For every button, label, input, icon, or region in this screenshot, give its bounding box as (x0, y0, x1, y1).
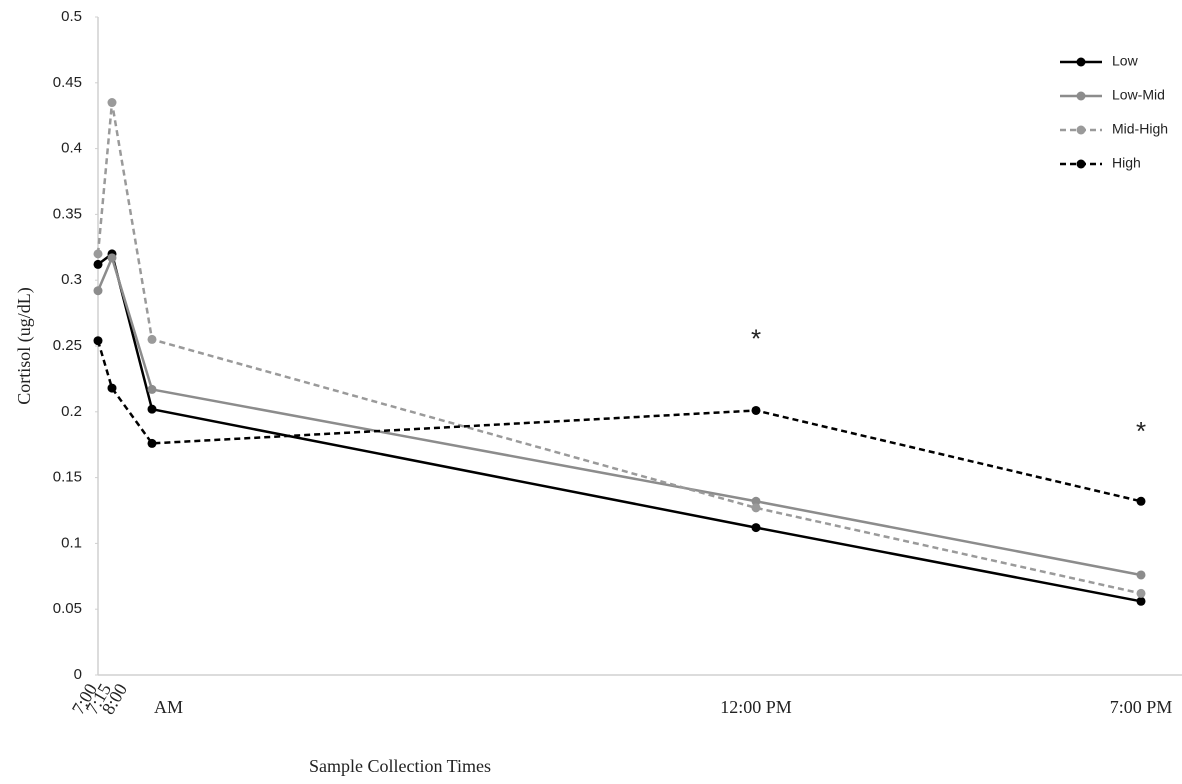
legend-marker (1076, 159, 1086, 169)
x-group-label: AM (154, 697, 183, 717)
data-point (147, 334, 157, 344)
data-point (147, 384, 157, 394)
data-point (751, 405, 761, 415)
data-point (1136, 588, 1146, 598)
x-tick-label: 7:00 PM (1110, 697, 1173, 717)
data-point (147, 438, 157, 448)
data-point (107, 383, 117, 393)
y-tick-label: 0.35 (53, 205, 82, 222)
data-point (93, 336, 103, 346)
y-axis-title: Cortisol (ug/dL) (14, 287, 35, 405)
data-point (751, 503, 761, 513)
data-point (93, 286, 103, 296)
legend-label: High (1112, 155, 1141, 171)
x-axis-title: Sample Collection Times (309, 756, 491, 776)
annotation: * (1136, 416, 1146, 446)
data-point (751, 523, 761, 533)
y-tick-label: 0.25 (53, 337, 82, 354)
data-point (107, 253, 117, 263)
y-tick-label: 0.5 (61, 8, 82, 25)
data-point (1136, 496, 1146, 506)
y-tick-label: 0.1 (61, 534, 82, 551)
legend-marker (1076, 125, 1086, 135)
series-line (96, 102, 1142, 595)
y-tick-label: 0.3 (61, 271, 82, 288)
y-tick-label: 0.15 (53, 469, 82, 486)
annotation: * (751, 324, 761, 354)
data-point (107, 98, 117, 108)
legend-label: Low (1112, 53, 1139, 69)
data-point (93, 249, 103, 259)
legend-marker (1076, 91, 1086, 101)
legend-marker (1076, 57, 1086, 67)
data-point (147, 404, 157, 414)
data-point (751, 496, 761, 506)
data-point (93, 259, 103, 269)
data-point (1136, 596, 1146, 606)
series-line (97, 251, 1142, 603)
y-tick-label: 0.45 (53, 74, 82, 91)
y-tick-label: 0 (74, 666, 82, 683)
series-line (96, 254, 1142, 577)
data-point (1136, 570, 1146, 580)
y-tick-label: 0.05 (53, 600, 82, 617)
legend-label: Mid-High (1112, 121, 1168, 137)
y-tick-label: 0.2 (61, 403, 82, 420)
series-line (96, 340, 1142, 503)
y-tick-label: 0.4 (61, 140, 82, 157)
legend-label: Low-Mid (1112, 87, 1165, 103)
x-tick-label: 12:00 PM (720, 697, 792, 717)
